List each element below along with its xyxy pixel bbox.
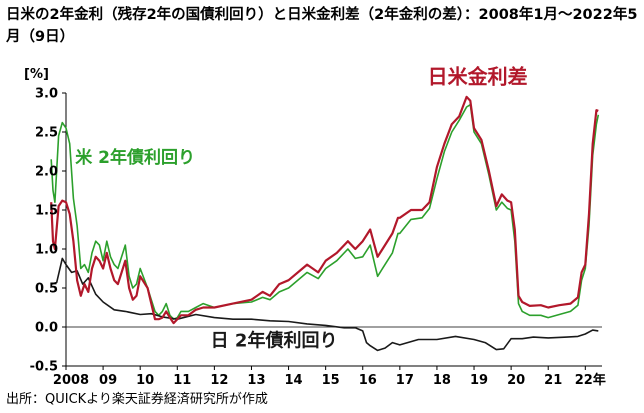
y-tick-label: 2.0: [35, 165, 58, 180]
x-tick-label: 16: [359, 373, 377, 388]
chart-title: 日米の2年金利（残存2年の国債利回り）と日米金利差（2年金利の差）：2008年1…: [6, 7, 638, 45]
y-tick-label: -0.5: [30, 360, 58, 375]
x-tick-label: 09: [99, 373, 117, 388]
x-tick-label: 19: [470, 373, 488, 388]
y-tick-label: 0.0: [35, 321, 58, 336]
annotation-us: 米 2年債利回り: [75, 147, 195, 168]
x-tick-label: 2008: [53, 373, 89, 388]
y-axis-unit-label: [%]: [24, 67, 49, 82]
x-tick-label: 22年: [575, 372, 606, 388]
series-lines: [50, 95, 600, 352]
x-tick-label: 11: [173, 373, 191, 388]
x-tick-label: 20: [507, 373, 525, 388]
y-tick-label: 2.5: [35, 126, 58, 141]
y-tick-label: 0.5: [35, 282, 58, 297]
annotation-spread: 日米金利差: [428, 65, 528, 89]
x-tick-label: 14: [285, 373, 303, 388]
x-tick-label: 18: [433, 373, 451, 388]
y-tick-label: 1.5: [35, 204, 58, 219]
x-tick-label: 17: [396, 373, 414, 388]
x-tick-label: 21: [544, 373, 562, 388]
source-note: 出所：QUICKより楽天証券経済研究所が作成: [6, 392, 268, 407]
y-tick-label: 3.0: [35, 87, 58, 102]
axes: [62, 92, 602, 370]
series-line-japan: [50, 257, 599, 352]
x-tick-label: 13: [247, 373, 265, 388]
y-tick-label: 1.0: [35, 243, 58, 258]
series-line-us: [50, 103, 600, 321]
annotation-japan: 日 2年債利回り: [211, 330, 338, 352]
series-line-spread: [50, 95, 599, 325]
x-tick-label: 12: [210, 373, 228, 388]
x-tick-label: 10: [136, 373, 154, 388]
x-tick-label: 15: [322, 373, 340, 388]
